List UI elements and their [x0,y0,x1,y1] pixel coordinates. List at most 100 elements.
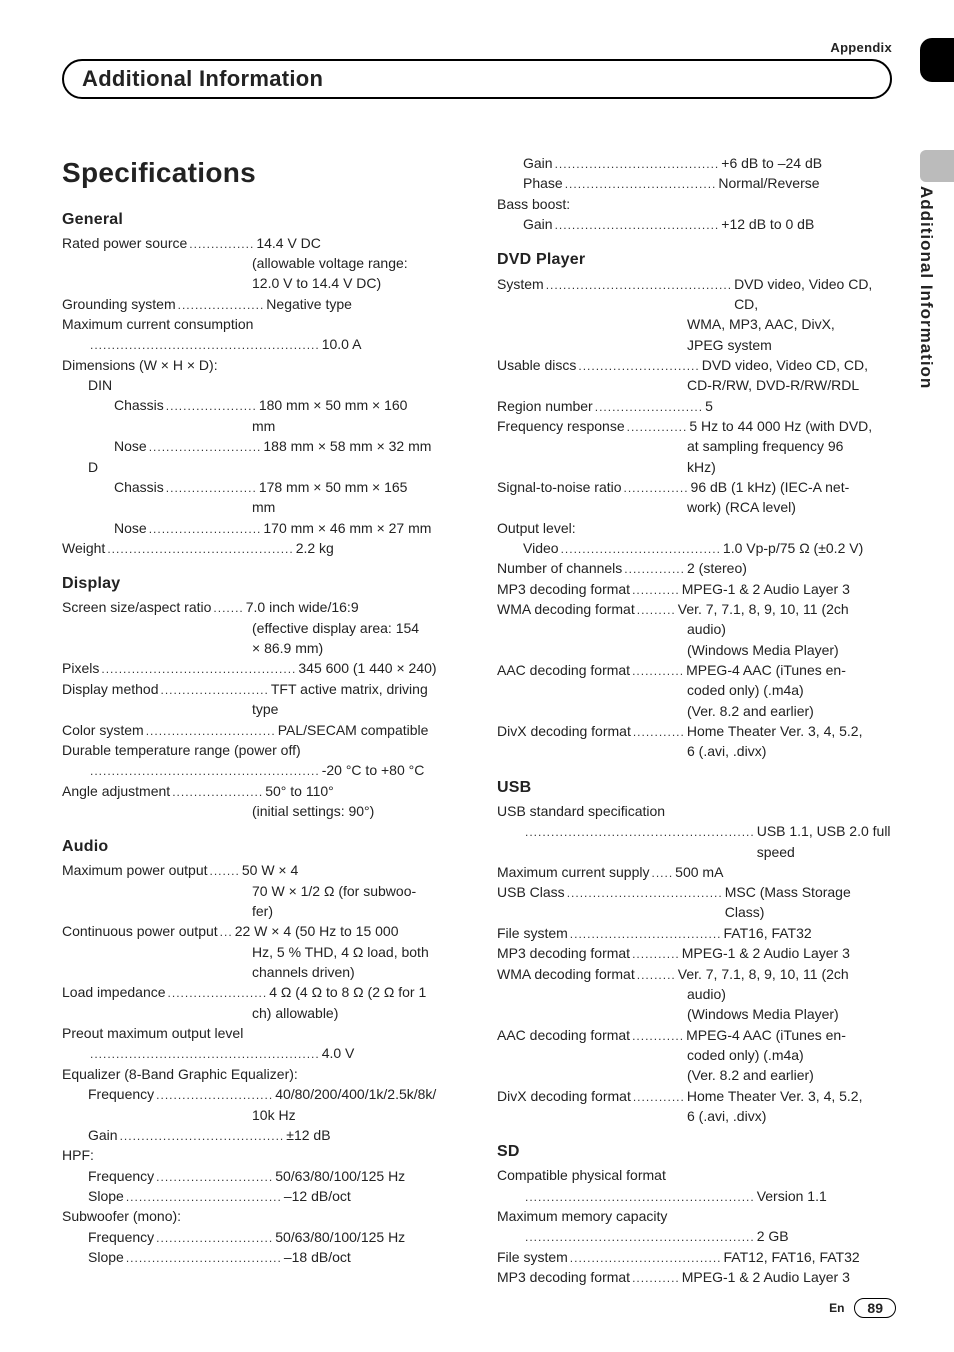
spec-row: Chassis ..................... 178 mm × 5… [62,477,457,497]
spec-value: 40/80/200/400/1k/2.5k/8k/ [275,1084,457,1104]
spec-value: MPEG-1 & 2 Audio Layer 3 [682,943,892,963]
spec-label: Phase [523,173,563,193]
spec-row: File system ............................… [497,923,892,943]
spec-value: USB 1.1, USB 2.0 full speed [757,821,892,862]
spec-row: System .................................… [497,274,892,315]
spec-row: WMA decoding format ......... Ver. 7, 7.… [497,964,892,984]
spec-row: ........................................… [497,1226,892,1246]
spec-continuation: × 86.9 mm) [62,638,457,658]
leader-dots: .............. [627,419,688,436]
spec-continuation: audio) [497,619,892,639]
side-mark [920,150,954,182]
leader-dots: .............. [624,561,685,578]
section-title-bar: Additional Information [62,59,892,99]
leader-dots: ... [220,924,233,941]
spec-value: ±12 dB [286,1125,457,1145]
leader-dots: ............... [189,236,254,253]
spec-label: Rated power source [62,233,187,253]
side-section-label: Additional Information [916,186,936,389]
left-column: Specifications General Rated power sourc… [62,153,457,1288]
spec-row: ........................................… [62,760,457,780]
leader-dots: ......... [637,967,676,984]
spec-label: Nose [114,518,147,538]
leader-dots: ............ [633,1089,685,1106]
spec-continuation: channels driven) [62,962,457,982]
spec-label: Durable temperature range (power off) [62,740,457,760]
spec-row: Nose .......................... 188 mm ×… [62,436,457,456]
spec-row: Color system ...........................… [62,720,457,740]
spec-label: Slope [88,1247,124,1267]
leader-dots: ............ [632,1028,684,1045]
spec-value: MPEG-1 & 2 Audio Layer 3 [682,579,892,599]
spec-value: 4 Ω (4 Ω to 8 Ω (2 Ω for 1 [269,982,457,1002]
spec-label: DivX decoding format [497,1086,631,1106]
spec-value: DVD video, Video CD, CD, [734,274,892,315]
spec-row: Frequency response .............. 5 Hz t… [497,416,892,436]
spec-row: ........................................… [497,1186,892,1206]
footer-page-number: 89 [854,1298,896,1318]
spec-value: 170 mm × 46 mm × 27 mm [263,518,457,538]
spec-row: Frequency ........................... 40… [62,1084,457,1104]
spec-value: 345 600 (1 440 × 240) [298,658,457,678]
leader-dots: ................................... [570,1250,722,1267]
spec-continuation: JPEG system [497,335,892,355]
spec-value: MPEG-4 AAC (iTunes en- [686,660,892,680]
spec-value: -20 °C to +80 °C [322,760,457,780]
spec-label: Compatible physical format [497,1165,892,1185]
spec-row: ........................................… [62,334,457,354]
footer-language: En [829,1301,844,1315]
leader-dots: ........................................… [101,661,296,678]
spec-row: Signal-to-noise ratio ............... 96… [497,477,892,497]
spec-label: WMA decoding format [497,964,635,984]
heading-sd: SD [497,1140,892,1163]
leader-dots: .................................... [126,1189,282,1206]
spec-row: Gain ...................................… [497,153,892,173]
spec-label: MP3 decoding format [497,579,630,599]
leader-dots: ........................................… [525,1189,755,1206]
page-footer: En 89 [829,1298,896,1318]
spec-value: FAT16, FAT32 [724,923,893,943]
spec-continuation: (Windows Media Player) [497,640,892,660]
spec-value: 2 (stereo) [687,558,892,578]
leader-dots: ........................................… [107,541,293,558]
spec-value: Negative type [266,294,457,314]
spec-label: Number of channels [497,558,622,578]
spec-row: Chassis ..................... 180 mm × 5… [62,395,457,415]
spec-label: Maximum memory capacity [497,1206,892,1226]
spec-continuation: Hz, 5 % THD, 4 Ω load, both [62,942,457,962]
spec-continuation: work) (RCA level) [497,497,892,517]
spec-label: WMA decoding format [497,599,635,619]
leader-dots: ...................................... [555,156,720,173]
spec-continuation: kHz) [497,457,892,477]
spec-label: Frequency [88,1166,154,1186]
spec-continuation: CD-R/RW, DVD-R/RW/RDL [497,375,892,395]
leader-dots: ......... [637,602,676,619]
leader-dots: ........................................… [90,337,320,354]
spec-label: File system [497,923,568,943]
heading-display: Display [62,572,457,595]
spec-value: 178 mm × 50 mm × 165 [259,477,457,497]
leader-dots: ........................................… [525,1229,755,1246]
heading-general: General [62,208,457,231]
spec-label: Display method [62,679,159,699]
spec-row: ........................................… [62,1043,457,1063]
right-column: Gain ...................................… [497,153,892,1288]
spec-label: Maximum current supply [497,862,650,882]
spec-continuation: (Windows Media Player) [497,1004,892,1024]
spec-continuation: (effective display area: 154 [62,618,457,638]
leader-dots: ................................... [565,176,717,193]
leader-dots: ............ [633,724,685,741]
spec-value: 4.0 V [322,1043,457,1063]
spec-continuation: WMA, MP3, AAC, DivX, [497,314,892,334]
spec-continuation: coded only) (.m4a) [497,680,892,700]
spec-continuation: (initial settings: 90°) [62,801,457,821]
appendix-label: Appendix [62,40,892,55]
spec-label: Gain [523,153,553,173]
spec-value: 188 mm × 58 mm × 32 mm [263,436,457,456]
spec-value: MPEG-1 & 2 Audio Layer 3 [682,1267,892,1287]
spec-label: Weight [62,538,105,558]
spec-row: Nose .......................... 170 mm ×… [62,518,457,538]
leader-dots: .................................... [567,885,723,902]
page: Additional Information Appendix Addition… [0,0,954,1352]
spec-value: Version 1.1 [757,1186,892,1206]
